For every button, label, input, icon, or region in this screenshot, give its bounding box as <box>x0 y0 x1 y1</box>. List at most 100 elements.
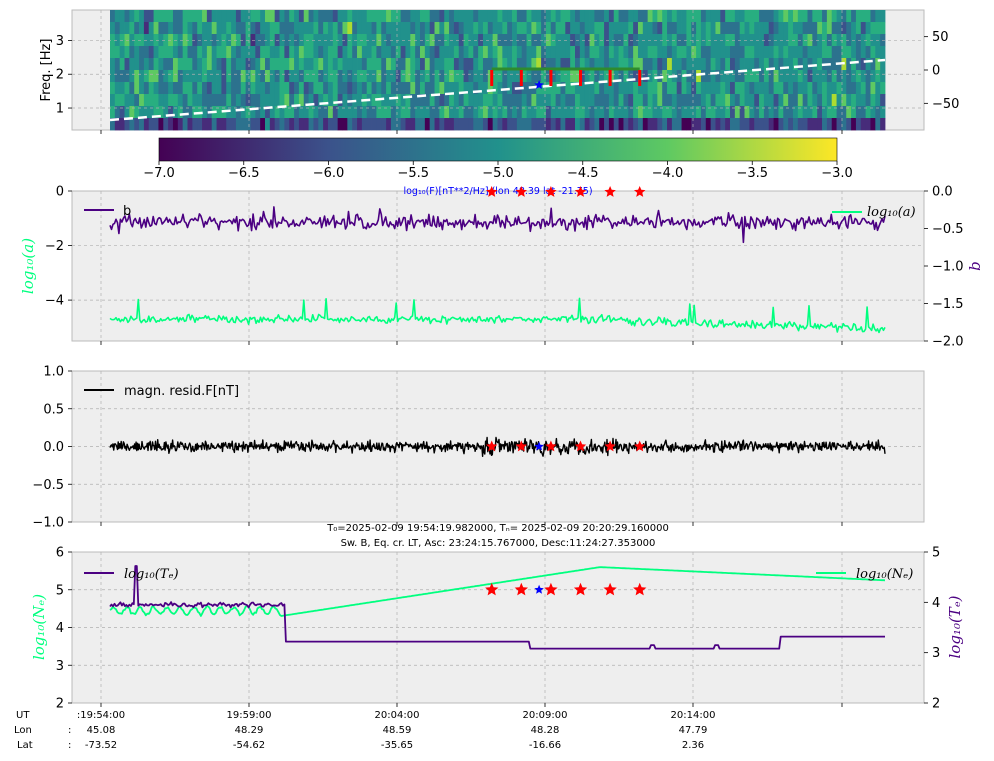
spectrogram-cell <box>255 94 261 107</box>
spectrogram-cell <box>284 22 290 35</box>
spectrogram-cell <box>221 22 227 35</box>
spectrogram-cell <box>817 58 823 71</box>
spectrogram-cell <box>337 94 343 107</box>
spectrogram-cell <box>579 22 586 35</box>
colorbar-tick-label: −5.5 <box>397 166 429 181</box>
spectrogram-cell <box>812 82 818 95</box>
spectrogram-cell <box>129 94 135 107</box>
spectrogram-cell <box>817 106 823 119</box>
spectrogram-cell <box>134 46 140 59</box>
spectrogram-cell <box>308 118 314 131</box>
spectrogram-cell <box>110 10 116 23</box>
spectrogram-cell <box>361 46 368 59</box>
spectrogram-cell <box>400 118 406 131</box>
spectrogram-cell <box>458 34 464 47</box>
spectrogram-cell <box>599 22 605 35</box>
spectrogram-cell <box>618 58 624 71</box>
row-label-lat: Lat <box>17 740 33 751</box>
spectrogram-cell <box>652 106 658 119</box>
spectrogram-cell <box>390 58 397 71</box>
spectrogram-cell <box>129 106 135 119</box>
spectrogram-cell <box>361 58 368 71</box>
spectrogram-cell <box>395 118 402 131</box>
spectrogram-cell <box>424 82 431 95</box>
gridlines <box>72 10 924 703</box>
spectrogram-cell <box>187 46 193 59</box>
spectrogram-cell <box>303 10 309 23</box>
spectrogram-cell <box>487 10 494 23</box>
spectrogram-cell <box>143 106 150 119</box>
spectrogram-cell <box>429 58 435 71</box>
spectrogram-cell <box>468 22 474 35</box>
spectrogram-cell <box>642 34 649 47</box>
spectrogram-cell <box>570 94 576 107</box>
spectrogram-cell <box>327 46 334 59</box>
spectrogram-cell <box>768 94 774 107</box>
spectrogram-cell <box>192 94 198 107</box>
spectrogram-cell <box>487 82 494 95</box>
spectrogram-cell <box>642 106 649 119</box>
spectrogram-cell <box>768 106 774 119</box>
spectrogram-cell <box>792 22 799 35</box>
red-star <box>485 582 499 596</box>
spectrogram-cell <box>826 106 833 119</box>
spectrogram-cell <box>492 22 498 35</box>
spectrogram-cell <box>400 10 406 23</box>
spectrogram-cell <box>579 106 586 119</box>
spectrogram-cell <box>851 82 857 95</box>
spectrogram-cell <box>444 46 450 59</box>
spectrogram-cell <box>279 94 285 107</box>
spectrogram-cell <box>676 10 682 23</box>
spectrogram-cell <box>671 118 678 131</box>
spectrogram-cell <box>773 106 779 119</box>
spectrogram-cell <box>265 106 271 119</box>
spectrogram-cell <box>424 94 431 107</box>
spectrogram-cell <box>134 10 140 23</box>
spectrogram-cell <box>400 106 406 119</box>
spectrogram-cell <box>294 118 300 131</box>
spectrogram-cell <box>855 10 862 23</box>
spectrogram-cell <box>667 58 673 71</box>
spectrogram-cell <box>129 58 135 71</box>
spectrogram-cell <box>870 10 876 23</box>
spectrogram-cell <box>846 10 852 23</box>
spectrogram-cell <box>211 34 217 47</box>
spectrogram-cell <box>860 46 867 59</box>
y2-tick-label: 3 <box>932 646 940 661</box>
spectrogram-cell <box>705 22 712 35</box>
spectrogram-cell <box>279 82 285 95</box>
spectrogram-cell <box>386 70 392 83</box>
spectrogram-cell <box>487 118 494 131</box>
spectrogram-cell <box>705 82 712 95</box>
spectrogram-cell <box>502 118 508 131</box>
spectrogram-cell <box>342 10 348 23</box>
y-tick-label: 0.5 <box>43 402 64 417</box>
spectrogram-cell <box>860 58 867 71</box>
spectrogram-cell <box>168 118 174 131</box>
spectrogram-cell <box>822 94 828 107</box>
spectrogram-cell <box>763 106 770 119</box>
spectrogram-cell <box>458 58 464 71</box>
spectrogram-cell <box>565 106 571 119</box>
spectrogram-cell <box>671 10 678 23</box>
spectrogram-cell <box>197 22 203 35</box>
spectrogram-cell <box>788 82 794 95</box>
spectrogram-cell <box>139 22 145 35</box>
spectrogram-cell <box>681 46 687 59</box>
spectrogram-cell <box>657 58 663 71</box>
spectrogram-cell <box>778 82 784 95</box>
spectrogram-cell <box>526 70 532 83</box>
spectrogram-cell <box>134 106 140 119</box>
spectrogram-cell <box>541 106 547 119</box>
spectrogram-cell <box>231 118 237 131</box>
spectrogram-cell <box>429 118 435 131</box>
spectrogram-cell <box>633 106 639 119</box>
spectrogram-cell <box>710 70 716 83</box>
spectrogram-cell <box>265 46 271 59</box>
spectrogram-cell <box>512 82 518 95</box>
spectrogram-cell <box>545 106 552 119</box>
spectrogram-cell <box>851 106 857 119</box>
spectrogram-cell <box>502 46 508 59</box>
y2-tick-label: 0.0 <box>932 185 953 200</box>
spectrogram-cell <box>642 70 649 83</box>
